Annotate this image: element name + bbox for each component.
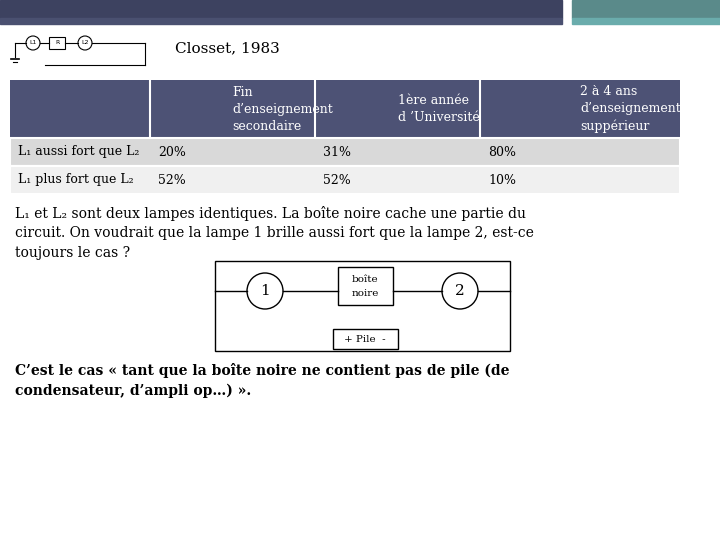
Text: 2 à 4 ans
d’enseignement
suppérieur: 2 à 4 ans d’enseignement suppérieur bbox=[580, 85, 680, 133]
Text: noire: noire bbox=[351, 288, 379, 298]
Bar bbox=[10, 166, 680, 194]
Text: 52%: 52% bbox=[323, 173, 351, 186]
Text: Closset, 1983: Closset, 1983 bbox=[175, 41, 280, 55]
Text: 10%: 10% bbox=[488, 173, 516, 186]
Bar bbox=[572, 18, 720, 24]
Bar bbox=[333, 329, 397, 349]
Bar bbox=[215, 261, 510, 351]
Text: 80%: 80% bbox=[488, 145, 516, 159]
Text: 31%: 31% bbox=[323, 145, 351, 159]
Text: L₁ aussi fort que L₂: L₁ aussi fort que L₂ bbox=[18, 145, 140, 159]
Text: L₁ et L₂ sont deux lampes identiques. La boîte noire cache une partie du
circuit: L₁ et L₂ sont deux lampes identiques. La… bbox=[15, 206, 534, 260]
Text: 1ère année
d ’Université: 1ère année d ’Université bbox=[397, 94, 480, 124]
Bar bbox=[572, 0, 720, 18]
Text: boîte: boîte bbox=[351, 275, 378, 285]
Bar bbox=[0, 0, 562, 18]
Text: L1: L1 bbox=[30, 40, 37, 45]
Text: 2: 2 bbox=[455, 284, 465, 298]
Text: 20%: 20% bbox=[158, 145, 186, 159]
Text: C’est le cas « tant que la boîte noire ne contient pas de pile (de
condensateur,: C’est le cas « tant que la boîte noire n… bbox=[15, 363, 510, 398]
Bar bbox=[49, 37, 65, 49]
Circle shape bbox=[247, 273, 283, 309]
Text: L₁ plus fort que L₂: L₁ plus fort que L₂ bbox=[18, 173, 134, 186]
Text: 1: 1 bbox=[260, 284, 270, 298]
Text: L2: L2 bbox=[81, 40, 89, 45]
Text: R: R bbox=[55, 40, 59, 45]
Text: Fin
d’enseignement
secondaire: Fin d’enseignement secondaire bbox=[233, 85, 333, 132]
Bar bbox=[10, 138, 680, 166]
Circle shape bbox=[442, 273, 478, 309]
Bar bbox=[10, 80, 680, 138]
Text: + Pile  -: + Pile - bbox=[344, 334, 386, 343]
Text: 52%: 52% bbox=[158, 173, 186, 186]
Bar bbox=[338, 267, 392, 305]
Bar bbox=[0, 18, 562, 24]
